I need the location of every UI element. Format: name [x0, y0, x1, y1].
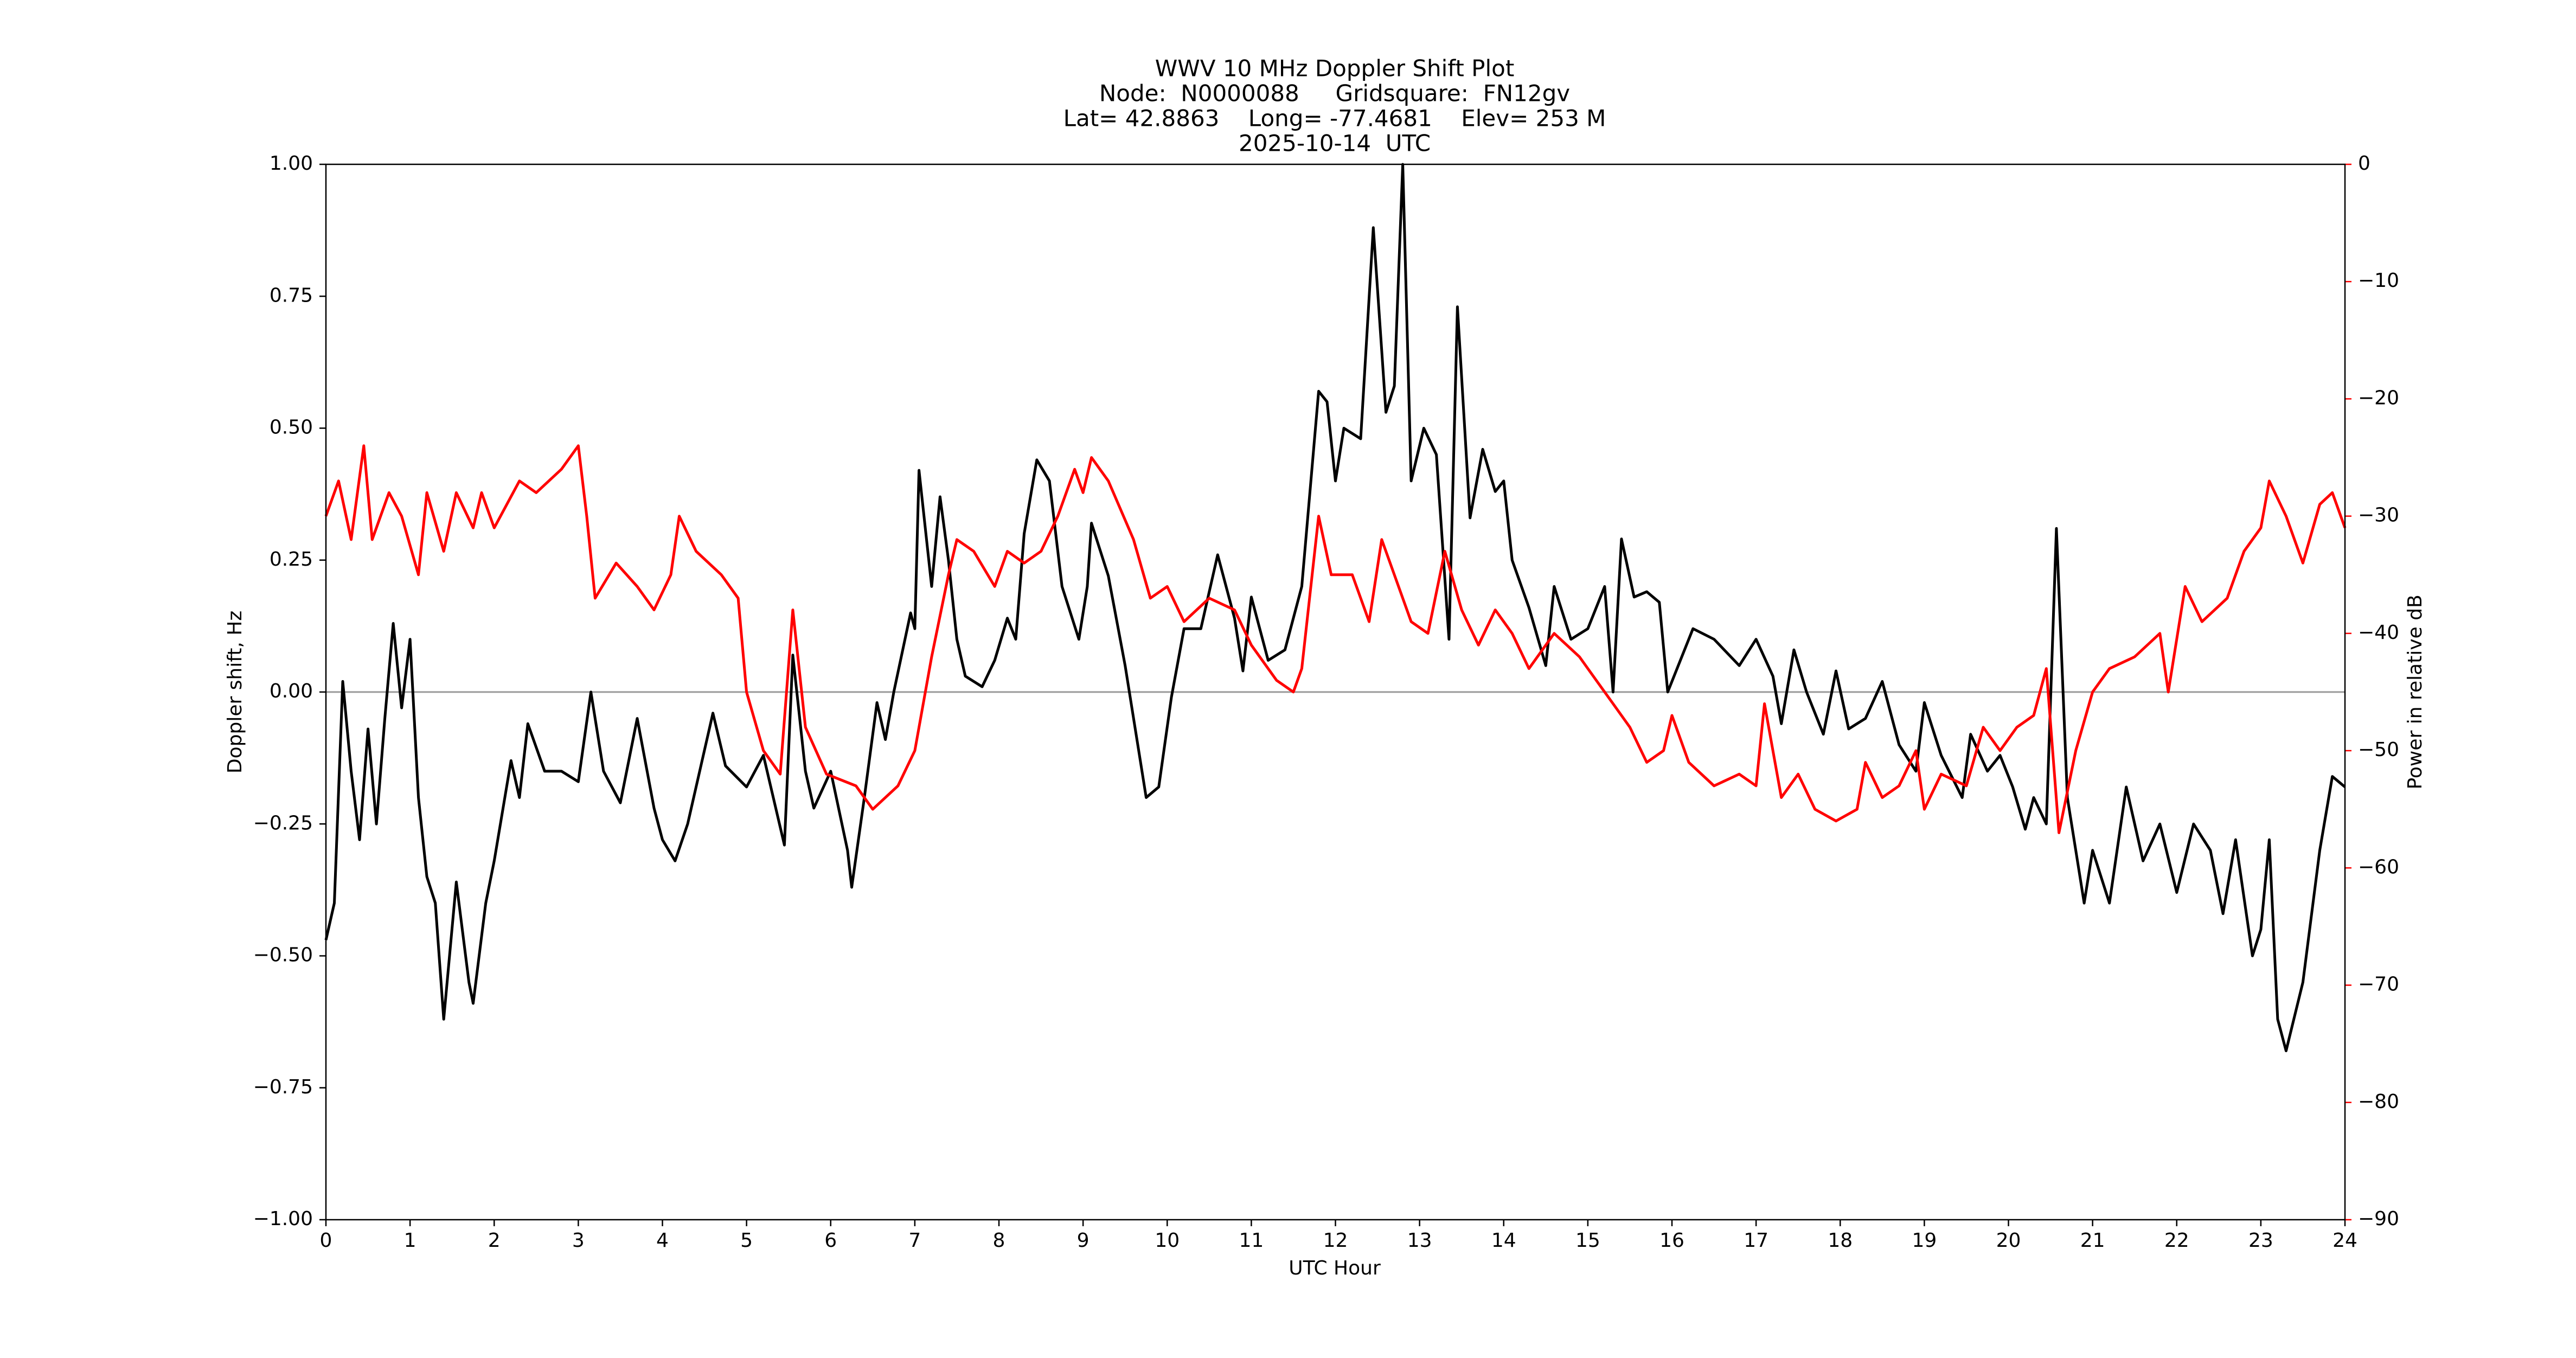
x-tick-label: 17	[1744, 1229, 1768, 1252]
y-tick-label: −0.50	[253, 944, 313, 966]
y2-tick-label: −70	[2358, 973, 2399, 996]
x-tick-label: 3	[572, 1229, 585, 1252]
x-tick-label: 22	[2164, 1229, 2189, 1252]
y2-tick-label: −40	[2358, 622, 2399, 644]
y2-axis-label: Power in relative dB	[2404, 594, 2426, 789]
x-tick-label: 2	[488, 1229, 501, 1252]
y2-tick-label: −20	[2358, 387, 2399, 409]
x-tick-label: 15	[1575, 1229, 1600, 1252]
x-tick-label: 14	[1491, 1229, 1516, 1252]
x-tick-label: 0	[320, 1229, 332, 1252]
x-tick-label: 10	[1155, 1229, 1180, 1252]
y2-tick-label: −30	[2358, 504, 2399, 527]
y2-tick-label: −60	[2358, 856, 2399, 878]
x-tick-label: 5	[740, 1229, 753, 1252]
x-tick-label: 12	[1323, 1229, 1348, 1252]
x-tick-label: 21	[2080, 1229, 2105, 1252]
data-line	[324, 444, 2347, 834]
x-tick-label: 9	[1077, 1229, 1090, 1252]
x-tick-label: 6	[824, 1229, 837, 1252]
y2-tick-label: −50	[2358, 739, 2399, 761]
x-tick-label: 23	[2248, 1229, 2273, 1252]
y-tick-label: 0.75	[270, 284, 313, 306]
x-tick-label: 16	[1659, 1229, 1684, 1252]
y2-tick-label: 0	[2358, 152, 2370, 175]
x-axis-label: UTC Hour	[1289, 1257, 1381, 1279]
y-tick-label: −0.75	[253, 1076, 313, 1098]
y-tick-label: 1.00	[270, 152, 313, 175]
y-tick-label: 0.50	[270, 417, 313, 439]
y-tick-label: 0.25	[270, 548, 313, 571]
y2-tick-label: −80	[2358, 1091, 2399, 1113]
x-tick-label: 1	[404, 1229, 416, 1252]
x-tick-label: 11	[1239, 1229, 1264, 1252]
title-line: 2025-10-14 UTC	[1239, 130, 1431, 157]
x-tick-label: 18	[1828, 1229, 1853, 1252]
title-line: WWV 10 MHz Doppler Shift Plot	[1155, 55, 1515, 82]
y2-tick-label: −10	[2358, 270, 2399, 292]
y2-tick-label: −90	[2358, 1208, 2399, 1230]
x-tick-label: 20	[1996, 1229, 2021, 1252]
y-tick-label: −0.25	[253, 812, 313, 834]
x-tick-label: 24	[2333, 1229, 2357, 1252]
x-tick-label: 19	[1912, 1229, 1937, 1252]
x-tick-label: 4	[656, 1229, 669, 1252]
plot-frame	[325, 163, 2346, 1221]
y-tick-label: −1.00	[253, 1208, 313, 1230]
title-line: Lat= 42.8863 Long= -77.4681 Elev= 253 M	[1063, 105, 1606, 132]
x-tick-label: 8	[993, 1229, 1005, 1252]
data-line	[324, 163, 2346, 1053]
x-tick-label: 7	[908, 1229, 921, 1252]
y-axis-label: Doppler shift, Hz	[224, 611, 246, 773]
title-line: Node: N0000088 Gridsquare: FN12gv	[1099, 80, 1570, 107]
y-tick-label: 0.00	[270, 680, 313, 702]
x-tick-label: 13	[1407, 1229, 1432, 1252]
